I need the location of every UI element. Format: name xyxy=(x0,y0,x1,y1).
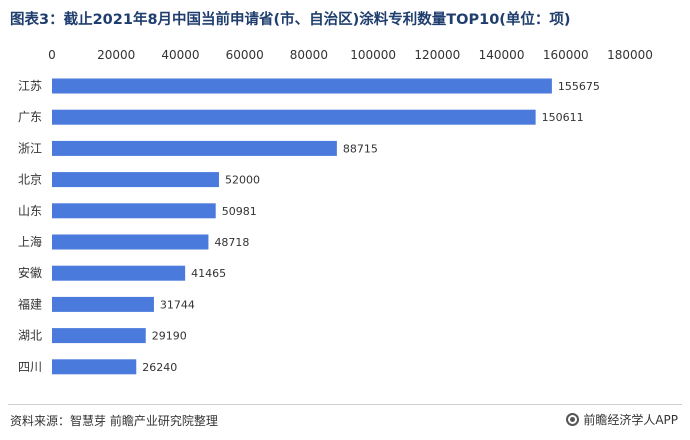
category-label: 福建 xyxy=(18,296,42,311)
footer-divider xyxy=(8,404,682,405)
brand-badge: 前瞻经济学人APP xyxy=(566,411,678,428)
bar-chart: 0 20000 40000 60000 80000 100000 120000 140000 1… xyxy=(18,48,653,375)
bar xyxy=(52,359,137,375)
bar xyxy=(52,296,154,312)
category-label: 浙江 xyxy=(18,141,42,155)
chart-title: 图表3：截止2021年8月中国当前申请省(市、自治区)涂料专利数量TOP10(单… xyxy=(10,12,571,28)
brand-label: 前瞻经济学人APP xyxy=(583,413,678,427)
bar xyxy=(52,203,216,219)
brand-logo-icon xyxy=(566,413,580,426)
bar xyxy=(52,172,219,188)
data-label: 48718 xyxy=(214,236,249,249)
x-tick-label: 0 xyxy=(48,48,56,62)
bar xyxy=(52,140,337,156)
data-label: 50981 xyxy=(222,205,257,218)
source-note: 资料来源：智慧芽 前瞻产业研究院整理 xyxy=(10,414,218,428)
bar xyxy=(52,265,186,281)
data-label: 41465 xyxy=(191,267,226,280)
bar xyxy=(52,234,209,250)
x-tick-label: 120000 xyxy=(414,48,460,62)
x-axis-ticks: 0 20000 40000 60000 80000 100000 120000 140000 1… xyxy=(48,48,653,62)
data-labels: 155675 150611 88715 52000 50981 48718 41465 317… xyxy=(142,80,600,374)
data-label: 155675 xyxy=(558,80,600,93)
x-tick-label: 80000 xyxy=(290,48,328,62)
category-label: 四川 xyxy=(18,360,42,374)
category-label: 北京 xyxy=(18,173,42,187)
bar xyxy=(52,328,146,344)
category-label: 安徽 xyxy=(18,265,42,280)
x-tick-label: 40000 xyxy=(161,48,199,62)
category-label: 山东 xyxy=(18,204,42,218)
x-tick-label: 180000 xyxy=(607,48,653,62)
category-label: 江苏 xyxy=(18,79,42,93)
x-tick-label: 140000 xyxy=(479,48,525,62)
bars xyxy=(52,78,552,375)
category-label: 广东 xyxy=(18,110,42,124)
data-label: 31744 xyxy=(160,298,195,311)
category-label: 上海 xyxy=(18,234,42,249)
data-label: 29190 xyxy=(152,330,187,343)
data-label: 52000 xyxy=(225,174,260,187)
bar xyxy=(52,109,536,125)
bar xyxy=(52,78,552,94)
x-tick-label: 160000 xyxy=(543,48,589,62)
category-label: 湖北 xyxy=(18,328,42,343)
x-tick-label: 60000 xyxy=(226,48,264,62)
x-tick-label: 20000 xyxy=(97,48,135,62)
data-label: 26240 xyxy=(142,361,177,374)
data-label: 150611 xyxy=(542,111,584,124)
x-tick-label: 100000 xyxy=(350,48,396,62)
data-label: 88715 xyxy=(343,142,378,155)
